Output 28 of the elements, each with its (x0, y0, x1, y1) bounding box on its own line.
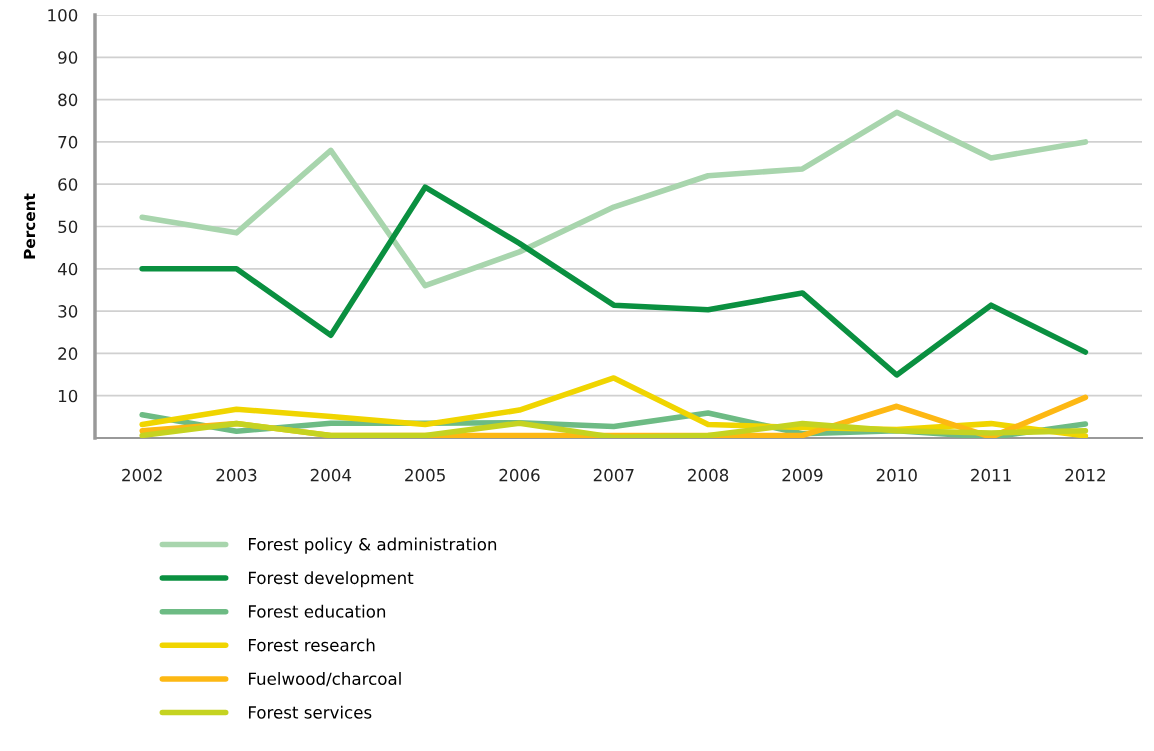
y-tick-label: 80 (58, 93, 78, 107)
x-tick-label: 2006 (499, 468, 540, 482)
legend-label: Forest development (248, 571, 414, 588)
y-tick-label: 30 (58, 305, 78, 318)
y-tick-label: 90 (58, 51, 78, 64)
y-tick-label: 20 (58, 347, 78, 360)
x-tick-label: 2008 (688, 468, 729, 482)
x-tick-label: 2004 (310, 468, 352, 482)
legend-label: Forest education (248, 604, 386, 618)
x-tick-label: 2011 (971, 468, 1011, 482)
y-tick-label: 70 (58, 135, 78, 149)
legend-label: Forest policy & administration (248, 537, 497, 554)
x-tick-label: 2003 (216, 468, 257, 482)
legend-label: Forest research (248, 638, 375, 652)
x-tick-label: 2010 (876, 468, 917, 482)
y-tick-label: 40 (57, 262, 78, 276)
y-tick-label: 50 (58, 220, 78, 234)
y-tick-label: 60 (58, 178, 78, 191)
x-tick-label: 2012 (1065, 468, 1105, 482)
x-tick-label: 2005 (405, 468, 445, 482)
legend-label: Forest services (248, 705, 372, 719)
y-axis-title: Percent (23, 193, 36, 259)
legend-label: Fuelwood/charcoal (248, 672, 401, 687)
y-tick-label: 10 (58, 389, 78, 403)
y-tick-label: 100 (48, 8, 78, 22)
x-tick-label: 2007 (593, 468, 634, 482)
x-tick-label: 2002 (122, 468, 162, 482)
x-tick-label: 2009 (782, 468, 823, 482)
